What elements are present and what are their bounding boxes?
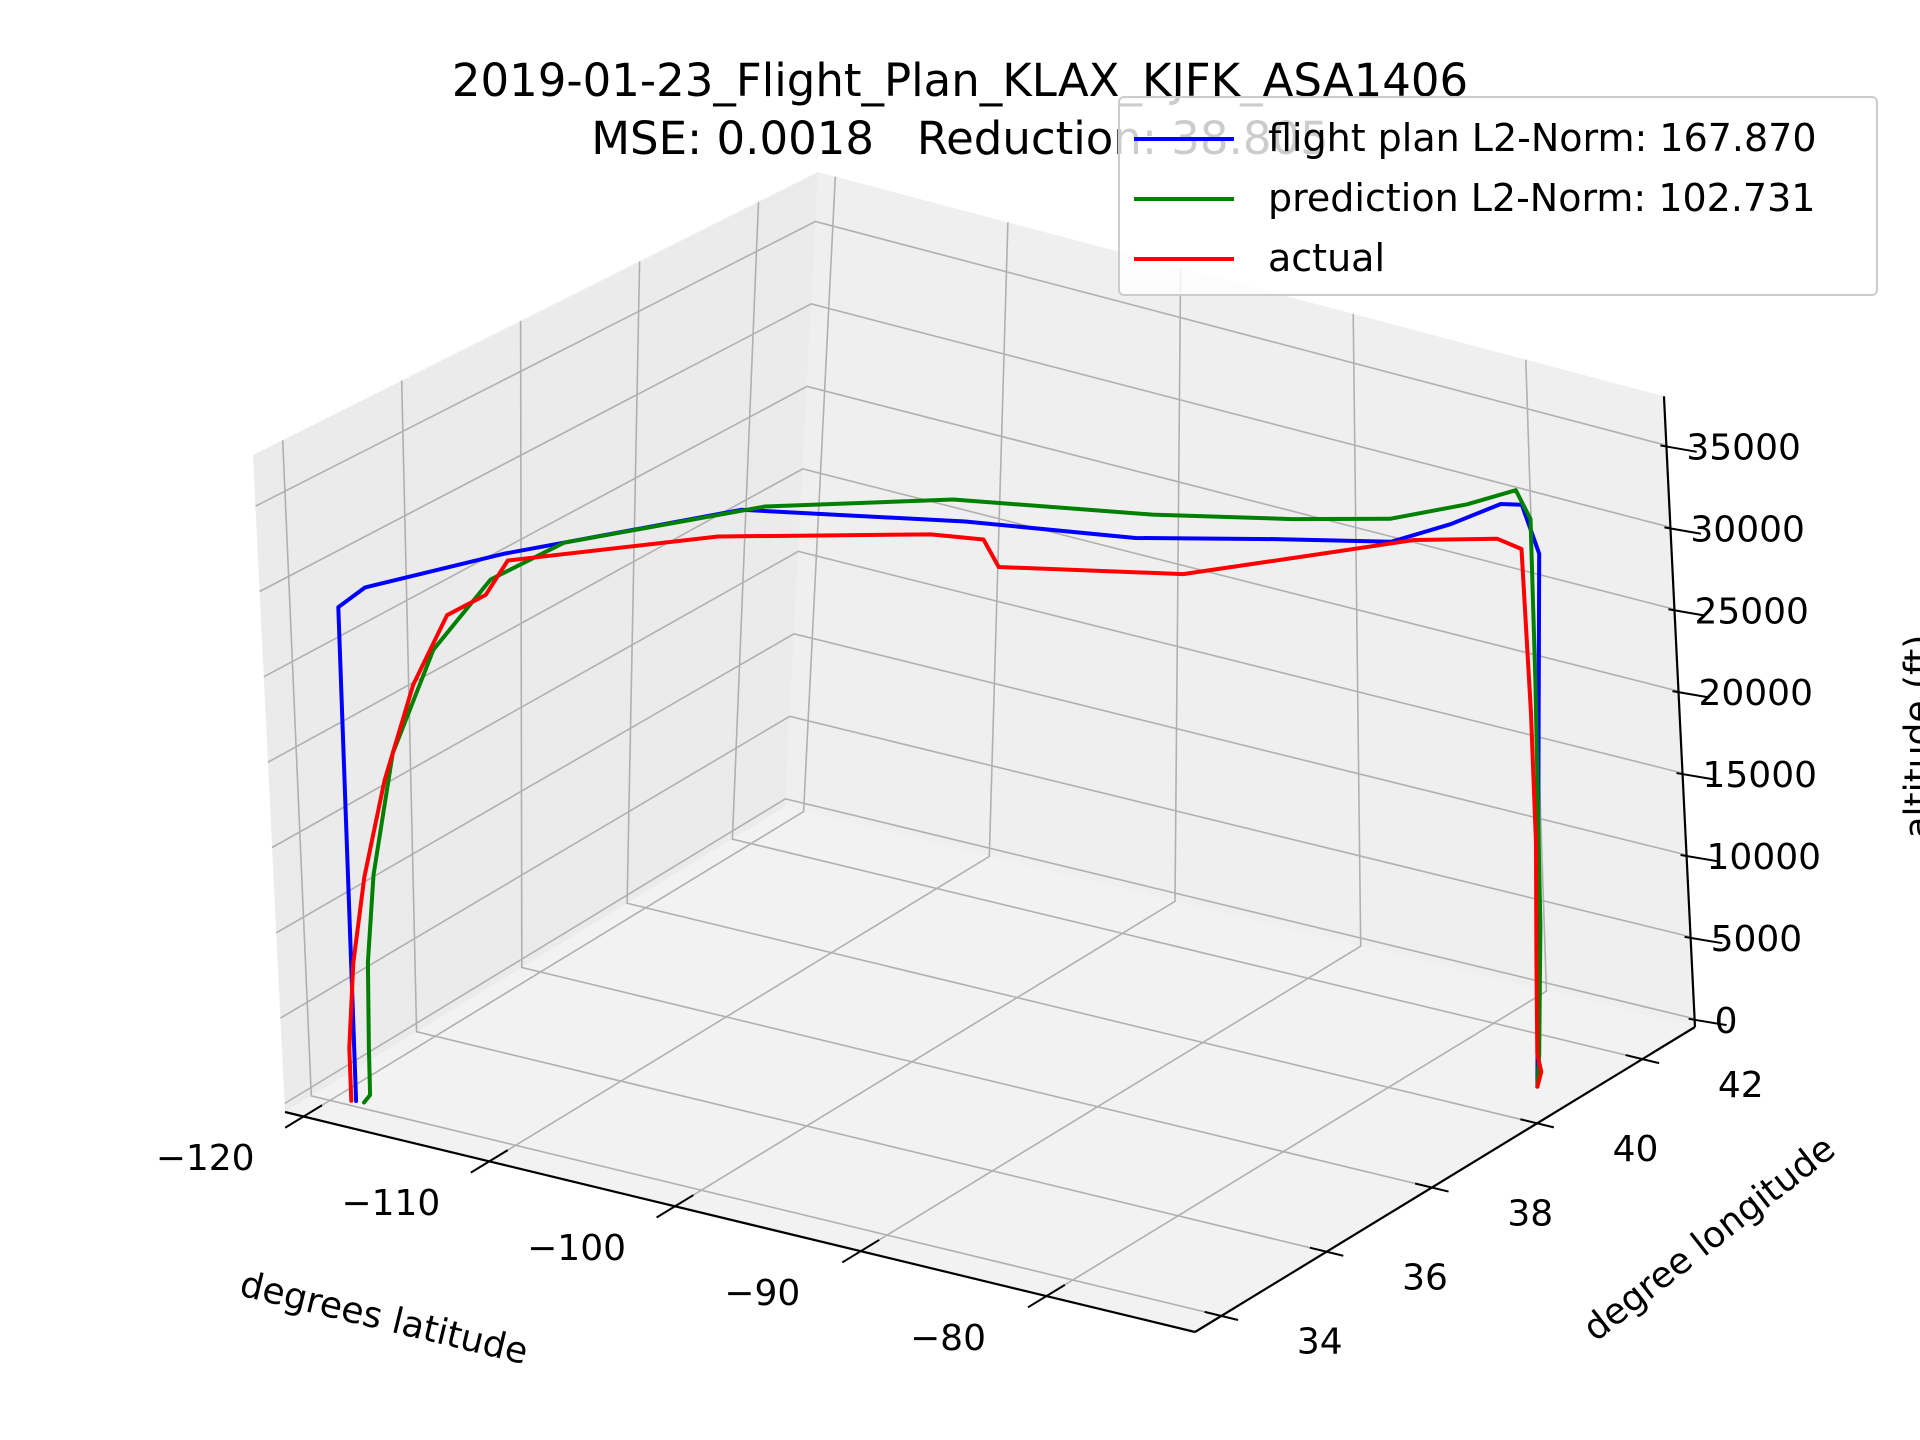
series-flight-plan	[336, 502, 1542, 1103]
x-tick-3	[841, 1239, 880, 1264]
z-tick-0	[1688, 1017, 1727, 1027]
grid-line-z-5	[263, 385, 1675, 678]
legend-item-flight-plan: flight plan L2-Norm: 167.870	[1134, 118, 1874, 158]
grid-line-z-2	[275, 632, 1687, 934]
legend-item-actual: actual	[1134, 238, 1874, 278]
grid-line-x-1	[488, 222, 1009, 1163]
legend: flight plan L2-Norm: 167.870 prediction …	[1118, 96, 1878, 296]
legend-swatch-actual	[1134, 257, 1234, 261]
z-tick-label-1: 5000	[1711, 919, 1803, 960]
z-tick-label-4: 20000	[1698, 673, 1813, 714]
x-axis-label: degrees latitude	[236, 1264, 532, 1373]
z-tick-4	[1672, 690, 1710, 699]
z-tick-label-2: 10000	[1707, 837, 1822, 878]
z-axis-label: altitude (ft)	[1897, 635, 1920, 839]
grid-line-z-4	[267, 468, 1679, 763]
axis-panes	[253, 172, 1695, 1332]
series-prediction	[362, 488, 1543, 1105]
back-wall-pane	[785, 172, 1695, 1027]
x-tick-label-2: −100	[527, 1228, 626, 1269]
grid-line-z-6	[259, 303, 1671, 593]
y-axis-line	[1194, 1026, 1696, 1333]
grid-line-x-3	[860, 313, 1362, 1252]
grid-line-y-2	[519, 320, 1432, 1189]
grid-line-z-1	[279, 715, 1691, 1019]
grid-line-y-0	[281, 440, 1222, 1317]
axis-lines	[284, 396, 1727, 1334]
tick-labels: −120 −110 −100 −90 −80 34 36 38 40 42 0 5000 10000 15…	[156, 427, 1821, 1362]
floor-pane	[285, 807, 1695, 1332]
grid-line-z-0	[284, 797, 1695, 1105]
x-tick-label-1: −110	[341, 1183, 440, 1224]
z-tick-label-6: 30000	[1690, 509, 1805, 550]
grid-line-y-4	[731, 201, 1643, 1060]
series-actual	[347, 532, 1544, 1103]
series-lines	[336, 488, 1544, 1105]
z-tick-label-3: 15000	[1703, 755, 1818, 796]
z-tick-6	[1664, 526, 1702, 535]
y-tick-label-0: 34	[1297, 1322, 1343, 1363]
x-tick-4	[1027, 1283, 1066, 1309]
legend-swatch-flight-plan	[1134, 137, 1234, 141]
z-axis-line	[1662, 396, 1697, 1028]
x-tick-label-3: −90	[724, 1273, 800, 1314]
legend-item-prediction: prediction L2-Norm: 102.731	[1134, 178, 1874, 218]
y-tick-label-4: 42	[1718, 1065, 1764, 1106]
grid-line-z-3	[271, 550, 1683, 849]
y-tick-4	[1625, 1054, 1660, 1065]
chart-title-line-1: 2019-01-23_Flight_Plan_KLAX_KJFK_ASA1406	[451, 54, 1469, 107]
z-tick-label-7: 35000	[1686, 427, 1801, 468]
y-tick-label-3: 40	[1613, 1129, 1659, 1170]
z-tick-3	[1676, 772, 1714, 781]
grid-line-y-3	[626, 261, 1538, 1125]
grid-line-y-1	[400, 380, 1327, 1253]
z-tick-5	[1668, 608, 1706, 617]
grid-line-x-2	[674, 268, 1182, 1207]
x-tick-label-0: −120	[156, 1138, 255, 1179]
grid-lines	[255, 176, 1695, 1317]
z-tick-label-0: 0	[1715, 1001, 1738, 1042]
x-tick-1	[470, 1149, 509, 1174]
x-tick-2	[656, 1194, 694, 1219]
y-tick-3	[1520, 1118, 1555, 1129]
legend-label-prediction: prediction L2-Norm: 102.731	[1268, 176, 1816, 220]
z-tick-7	[1660, 444, 1697, 453]
y-tick-0	[1204, 1310, 1239, 1321]
z-tick-2	[1680, 853, 1719, 863]
grid-line-z-7	[255, 220, 1667, 507]
y-tick-label-1: 36	[1402, 1258, 1448, 1299]
y-tick-label-2: 38	[1507, 1193, 1553, 1234]
legend-swatch-prediction	[1134, 197, 1234, 201]
left-wall-pane	[253, 172, 818, 1112]
grid-line-x-0	[303, 176, 837, 1118]
legend-label-actual: actual	[1268, 236, 1386, 280]
y-tick-1	[1309, 1246, 1344, 1257]
x-tick-0	[284, 1104, 323, 1129]
z-tick-label-5: 25000	[1694, 591, 1809, 632]
x-axis-line	[284, 1110, 1196, 1334]
legend-label-flight-plan: flight plan L2-Norm: 167.870	[1268, 116, 1817, 160]
x-tick-label-4: −80	[910, 1318, 986, 1359]
z-tick-1	[1684, 935, 1723, 945]
y-tick-2	[1414, 1182, 1449, 1193]
